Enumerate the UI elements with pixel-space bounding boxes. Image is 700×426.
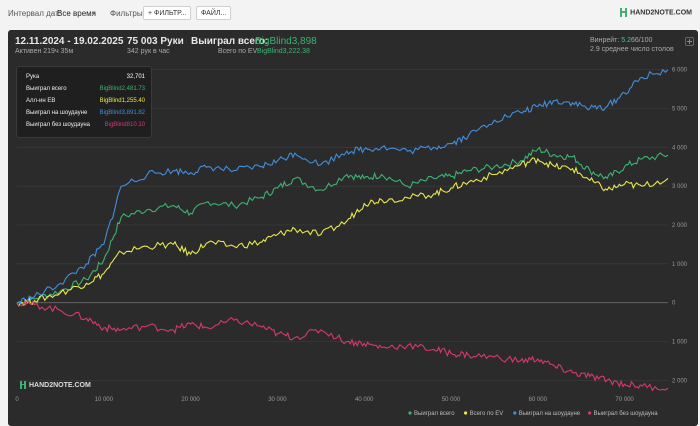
series-line bbox=[16, 299, 669, 392]
series-line bbox=[16, 68, 669, 304]
y-tick-label: 4 000 bbox=[672, 145, 688, 151]
app-logo: HAND2NOTE.COM bbox=[620, 8, 692, 17]
legend-label: Выиграл без шоудауна bbox=[594, 411, 659, 417]
x-tick-label: 0 bbox=[15, 397, 19, 403]
tooltip-value: BigBlind1,255.40 bbox=[99, 98, 145, 104]
tooltip-row: Алл-ин EB BigBlind1,255.40 bbox=[26, 98, 145, 108]
won-total-label: Выиграл всего: bbox=[191, 36, 269, 47]
expand-icon[interactable] bbox=[685, 37, 694, 46]
winrate-label: Винрейт: bbox=[590, 37, 620, 44]
legend-marker bbox=[588, 411, 592, 415]
hand2note-watermark-icon bbox=[20, 381, 26, 389]
tooltip-row: Выиграл всего BigBlind2,481.73 bbox=[26, 86, 145, 96]
active-time: Активен 219ч 35м bbox=[15, 48, 74, 55]
x-tick-label: 70 000 bbox=[615, 397, 634, 403]
y-tick-label: 6 000 bbox=[672, 68, 688, 74]
legend-label: Выиграл на шоудауне bbox=[519, 411, 581, 417]
y-tick-label: 0 bbox=[672, 301, 676, 307]
legend-marker bbox=[408, 411, 412, 415]
winrate-value: 5.2 bbox=[621, 37, 631, 44]
app-logo-text: HAND2NOTE.COM bbox=[630, 9, 692, 17]
x-tick-label: 20 000 bbox=[181, 397, 200, 403]
hands-rate: 342 рук в час bbox=[127, 48, 170, 55]
hover-tooltip: Рука 32,701 Выиграл всего BigBlind2,481.73 А… bbox=[16, 66, 152, 138]
y-tick-label: 2 000 bbox=[672, 378, 688, 384]
tooltip-value: 32,701 bbox=[126, 74, 145, 80]
y-tick-label: 1 000 bbox=[672, 262, 688, 268]
hand2note-logo-icon bbox=[620, 8, 628, 17]
avg-tables: 2.9 среднее число столов bbox=[590, 46, 674, 53]
tooltip-label: Рука bbox=[26, 74, 40, 80]
tooltip-value: BigBlind810.10 bbox=[104, 122, 145, 128]
x-tick-label: 30 000 bbox=[268, 397, 287, 403]
y-tick-label: 2 000 bbox=[672, 223, 688, 229]
won-total-value: BigBlind3,898 bbox=[255, 36, 317, 47]
winrate-suffix: 66/100 bbox=[630, 37, 653, 44]
y-tick-label: 3 000 bbox=[672, 184, 688, 190]
tooltip-label: Алл-ин EB bbox=[26, 98, 56, 104]
add-filter-button[interactable]: + ФИЛЬТР... bbox=[143, 6, 192, 20]
hands-count: 75 003 Руки bbox=[127, 36, 184, 47]
file-button[interactable]: ФАЙЛ... bbox=[196, 6, 232, 20]
series-line bbox=[16, 146, 669, 306]
tooltip-value: BigBlind2,481.73 bbox=[99, 86, 145, 92]
winrate-row: Винрейт: 5.266/100 bbox=[590, 37, 652, 44]
tooltip-label: Выиграл всего bbox=[26, 86, 67, 92]
legend-marker bbox=[513, 411, 517, 415]
chevron-down-icon[interactable]: ▾ bbox=[92, 10, 96, 17]
x-tick-label: 60 000 bbox=[529, 397, 548, 403]
series-line bbox=[16, 157, 669, 308]
x-tick-label: 10 000 bbox=[95, 397, 114, 403]
toolbar: Интервал дат: Все время ▾ Фильтры: + ФИЛ… bbox=[0, 0, 700, 28]
tooltip-label: Выиграл без шоудауна bbox=[26, 122, 90, 128]
ev-value: BigBlind3,222.38 bbox=[257, 48, 310, 55]
ev-label: Всего по EV: bbox=[218, 48, 259, 55]
date-range: 12.11.2024 - 19.02.2025 bbox=[15, 36, 124, 47]
interval-label: Интервал дат: bbox=[8, 9, 61, 18]
tooltip-row: Выиграл без шоудауна BigBlind810.10 bbox=[26, 122, 145, 132]
watermark: HAND2NOTE.COM bbox=[20, 381, 91, 389]
filters-label: Фильтры: bbox=[110, 9, 145, 18]
interval-select[interactable]: Все время bbox=[57, 9, 96, 18]
watermark-text: HAND2NOTE.COM bbox=[29, 381, 91, 389]
tooltip-label: Выиграл на шоудауне bbox=[26, 110, 88, 116]
tooltip-row: Рука 32,701 bbox=[26, 74, 145, 84]
y-tick-label: 5 000 bbox=[672, 106, 688, 112]
x-tick-label: 40 000 bbox=[355, 397, 374, 403]
legend-label: Всего по EV bbox=[470, 411, 504, 417]
tooltip-row: Выиграл на шоудауне BigBlind3,891.82 bbox=[26, 110, 145, 120]
y-tick-label: 1 000 bbox=[672, 340, 688, 346]
x-tick-label: 50 000 bbox=[442, 397, 461, 403]
legend-label: Выиграл всего bbox=[414, 411, 455, 417]
legend-marker bbox=[464, 411, 468, 415]
tooltip-value: BigBlind3,891.82 bbox=[99, 110, 145, 116]
